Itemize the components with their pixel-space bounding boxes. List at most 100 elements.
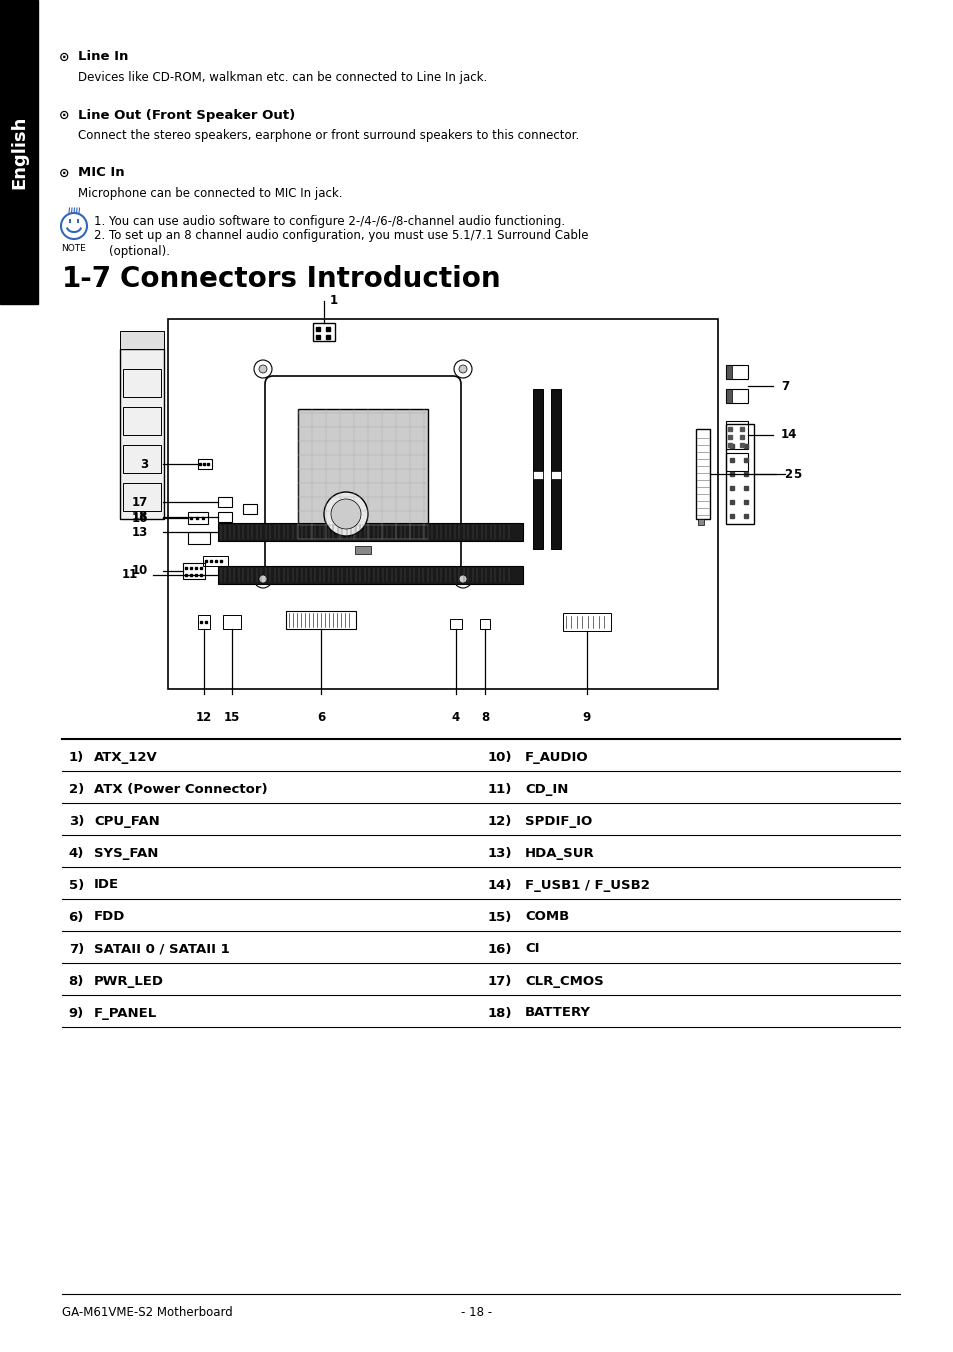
Bar [203, 556, 228, 566]
Text: 1. You can use audio software to configure 2-/4-/6-/8-channel audio functioning.: 1. You can use audio software to configu… [94, 215, 564, 227]
Text: English: English [10, 115, 28, 189]
Text: 16): 16) [487, 942, 512, 956]
Text: ⊙: ⊙ [59, 166, 70, 180]
Circle shape [458, 575, 467, 583]
Bar [725, 453, 747, 470]
Text: ATX (Power Connector): ATX (Power Connector) [94, 783, 268, 795]
Text: SATAII 0 / SATAII 1: SATAII 0 / SATAII 1 [94, 942, 230, 956]
Text: - 18 -: - 18 - [461, 1306, 492, 1318]
Text: 18: 18 [132, 511, 148, 523]
Text: CD_IN: CD_IN [524, 783, 568, 795]
Text: 5): 5) [69, 879, 84, 891]
Text: 14: 14 [781, 429, 797, 442]
Bar [725, 365, 731, 379]
Bar [725, 425, 753, 525]
Bar [198, 458, 212, 469]
Bar [533, 389, 542, 549]
Bar [198, 615, 210, 629]
Text: F_PANEL: F_PANEL [94, 1006, 157, 1019]
Bar [562, 612, 610, 631]
Bar [479, 619, 490, 629]
Text: 7): 7) [69, 942, 84, 956]
Text: Devices like CD-ROM, walkman etc. can be connected to Line In jack.: Devices like CD-ROM, walkman etc. can be… [78, 70, 487, 84]
Circle shape [454, 571, 472, 588]
Bar [218, 566, 522, 584]
Text: 4: 4 [452, 711, 459, 725]
Text: 2: 2 [783, 468, 791, 480]
Text: 5: 5 [792, 468, 801, 480]
Bar [533, 470, 542, 479]
Text: NOTE: NOTE [62, 243, 87, 253]
Bar [183, 562, 205, 579]
Text: CI: CI [524, 942, 539, 956]
Bar [0, 0, 38, 304]
Text: Line Out (Front Speaker Out): Line Out (Front Speaker Out) [78, 108, 294, 122]
Text: 9: 9 [582, 711, 591, 725]
Text: 1): 1) [69, 750, 84, 764]
Text: F_USB1 / F_USB2: F_USB1 / F_USB2 [524, 879, 649, 891]
Text: Microphone can be connected to MIC In jack.: Microphone can be connected to MIC In ja… [78, 187, 342, 200]
Circle shape [454, 360, 472, 379]
Text: ⊙: ⊙ [59, 50, 70, 64]
Text: 2. To set up an 8 channel audio configuration, you must use 5.1/7.1 Surround Cab: 2. To set up an 8 channel audio configur… [94, 230, 588, 242]
Bar [725, 365, 747, 379]
Text: MIC In: MIC In [78, 166, 125, 180]
Text: 6): 6) [69, 910, 84, 923]
Bar [218, 512, 232, 522]
Text: 10): 10) [487, 750, 512, 764]
Text: 12): 12) [487, 814, 512, 827]
Text: 3: 3 [140, 457, 148, 470]
Text: 7: 7 [781, 380, 788, 392]
Bar [188, 531, 210, 544]
Bar [551, 389, 560, 549]
Text: 8: 8 [480, 711, 489, 725]
Text: SPDIF_IO: SPDIF_IO [524, 814, 592, 827]
Bar [551, 470, 560, 479]
Bar [120, 331, 164, 349]
Text: GA-M61VME-S2 Motherboard: GA-M61VME-S2 Motherboard [62, 1306, 233, 1318]
Text: 10: 10 [132, 565, 148, 577]
Circle shape [458, 365, 467, 373]
Bar [188, 512, 208, 525]
Bar [123, 445, 161, 473]
Text: 8): 8) [69, 975, 84, 987]
Text: HDA_SUR: HDA_SUR [524, 846, 594, 860]
Circle shape [258, 365, 267, 373]
Text: FDD: FDD [94, 910, 125, 923]
Bar [123, 369, 161, 397]
Bar [243, 504, 256, 514]
Text: 3): 3) [69, 814, 84, 827]
Text: BATTERY: BATTERY [524, 1006, 590, 1019]
Text: 1: 1 [330, 295, 337, 307]
Text: 12: 12 [195, 711, 212, 725]
Text: 13): 13) [487, 846, 512, 860]
Text: 16: 16 [132, 511, 148, 525]
Bar [218, 498, 232, 507]
Text: COMB: COMB [524, 910, 569, 923]
Text: (optional).: (optional). [94, 245, 170, 257]
Text: 6: 6 [316, 711, 325, 725]
Text: 17): 17) [487, 975, 512, 987]
Bar [313, 323, 335, 341]
Bar [725, 389, 731, 403]
Text: 4): 4) [69, 846, 84, 860]
Text: CPU_FAN: CPU_FAN [94, 814, 159, 827]
Bar [297, 410, 428, 539]
Text: 18): 18) [487, 1006, 512, 1019]
Text: Connectors Introduction: Connectors Introduction [120, 265, 500, 293]
Bar [286, 611, 355, 629]
Text: ATX_12V: ATX_12V [94, 750, 157, 764]
Bar [168, 319, 718, 690]
Circle shape [324, 492, 368, 535]
Bar [218, 523, 522, 541]
Circle shape [258, 575, 267, 583]
Text: 17: 17 [132, 495, 148, 508]
Circle shape [331, 499, 360, 529]
Bar [355, 546, 371, 554]
Text: Line In: Line In [78, 50, 129, 64]
Text: F_AUDIO: F_AUDIO [524, 750, 588, 764]
Text: IDE: IDE [94, 879, 119, 891]
Text: 11): 11) [487, 783, 512, 795]
Text: CLR_CMOS: CLR_CMOS [524, 975, 603, 987]
Circle shape [253, 360, 272, 379]
